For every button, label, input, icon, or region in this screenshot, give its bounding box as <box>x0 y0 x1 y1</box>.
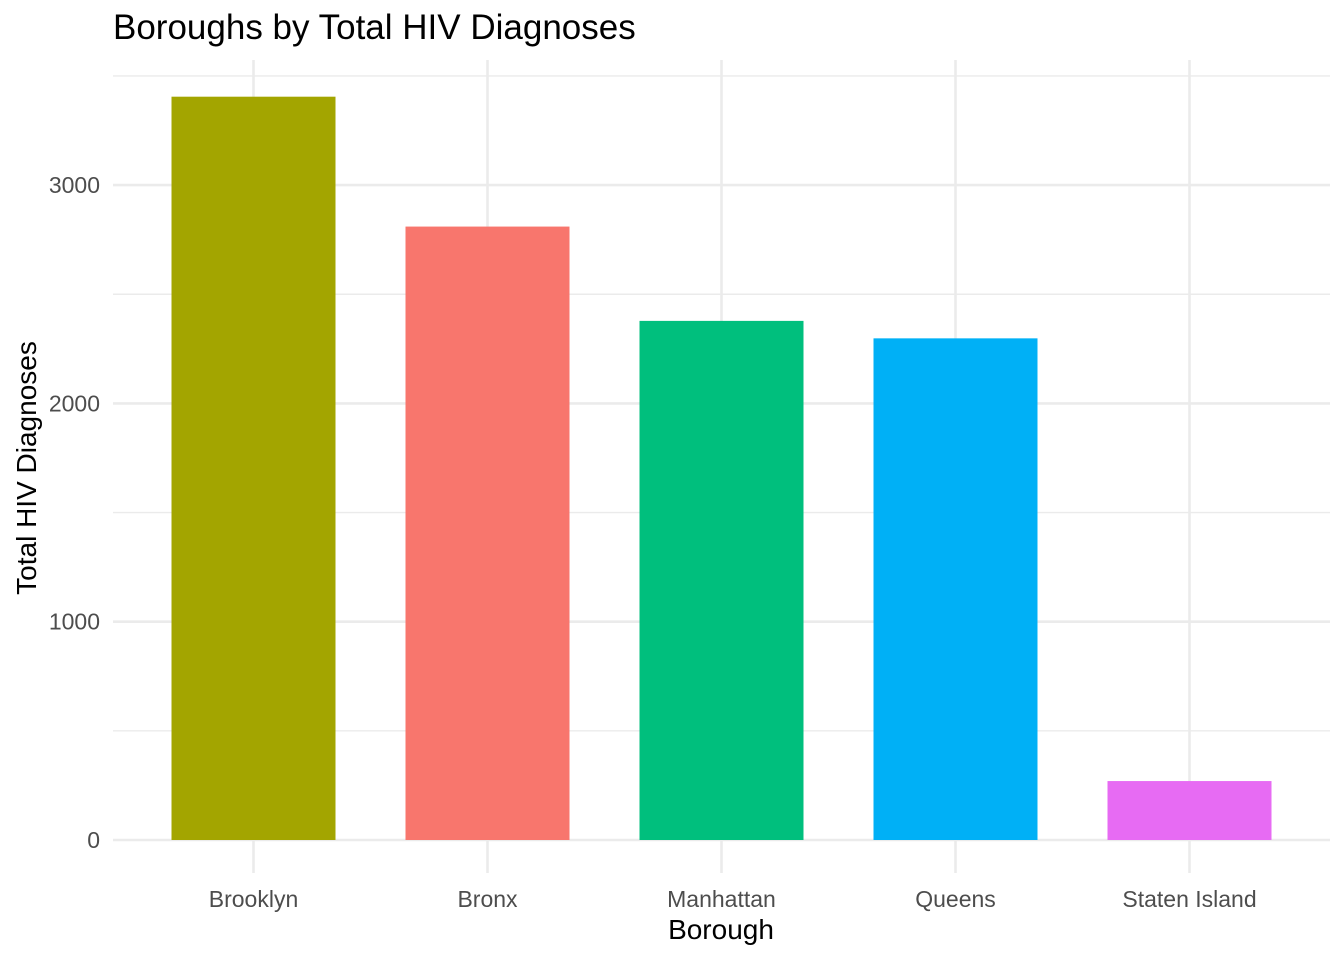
y-tick-label: 1000 <box>49 609 100 635</box>
y-tick-label: 3000 <box>49 172 100 198</box>
bars <box>171 96 1272 841</box>
y-tick-label: 0 <box>87 827 100 853</box>
bar-manhattan <box>639 320 804 841</box>
x-tick-label: Manhattan <box>667 886 776 912</box>
x-axis-ticks: Brooklyn Bronx Manhattan Queens Staten Islan… <box>209 886 1257 912</box>
y-tick-label: 2000 <box>49 390 100 416</box>
bar-queens <box>873 338 1038 840</box>
x-tick-label: Bronx <box>457 886 518 912</box>
y-axis-title: Total HIV Diagnoses <box>11 341 42 595</box>
x-tick-label: Queens <box>915 886 996 912</box>
y-axis-ticks: 0 1000 2000 3000 <box>49 172 100 853</box>
chart-title: Boroughs by Total HIV Diagnoses <box>113 8 636 47</box>
bar-staten-island <box>1107 781 1272 840</box>
x-axis-title: Borough <box>668 914 774 945</box>
x-tick-label: Brooklyn <box>209 886 298 912</box>
x-tick-label: Staten Island <box>1122 886 1256 912</box>
bar-brooklyn <box>171 96 336 841</box>
bar-bronx <box>405 226 570 840</box>
